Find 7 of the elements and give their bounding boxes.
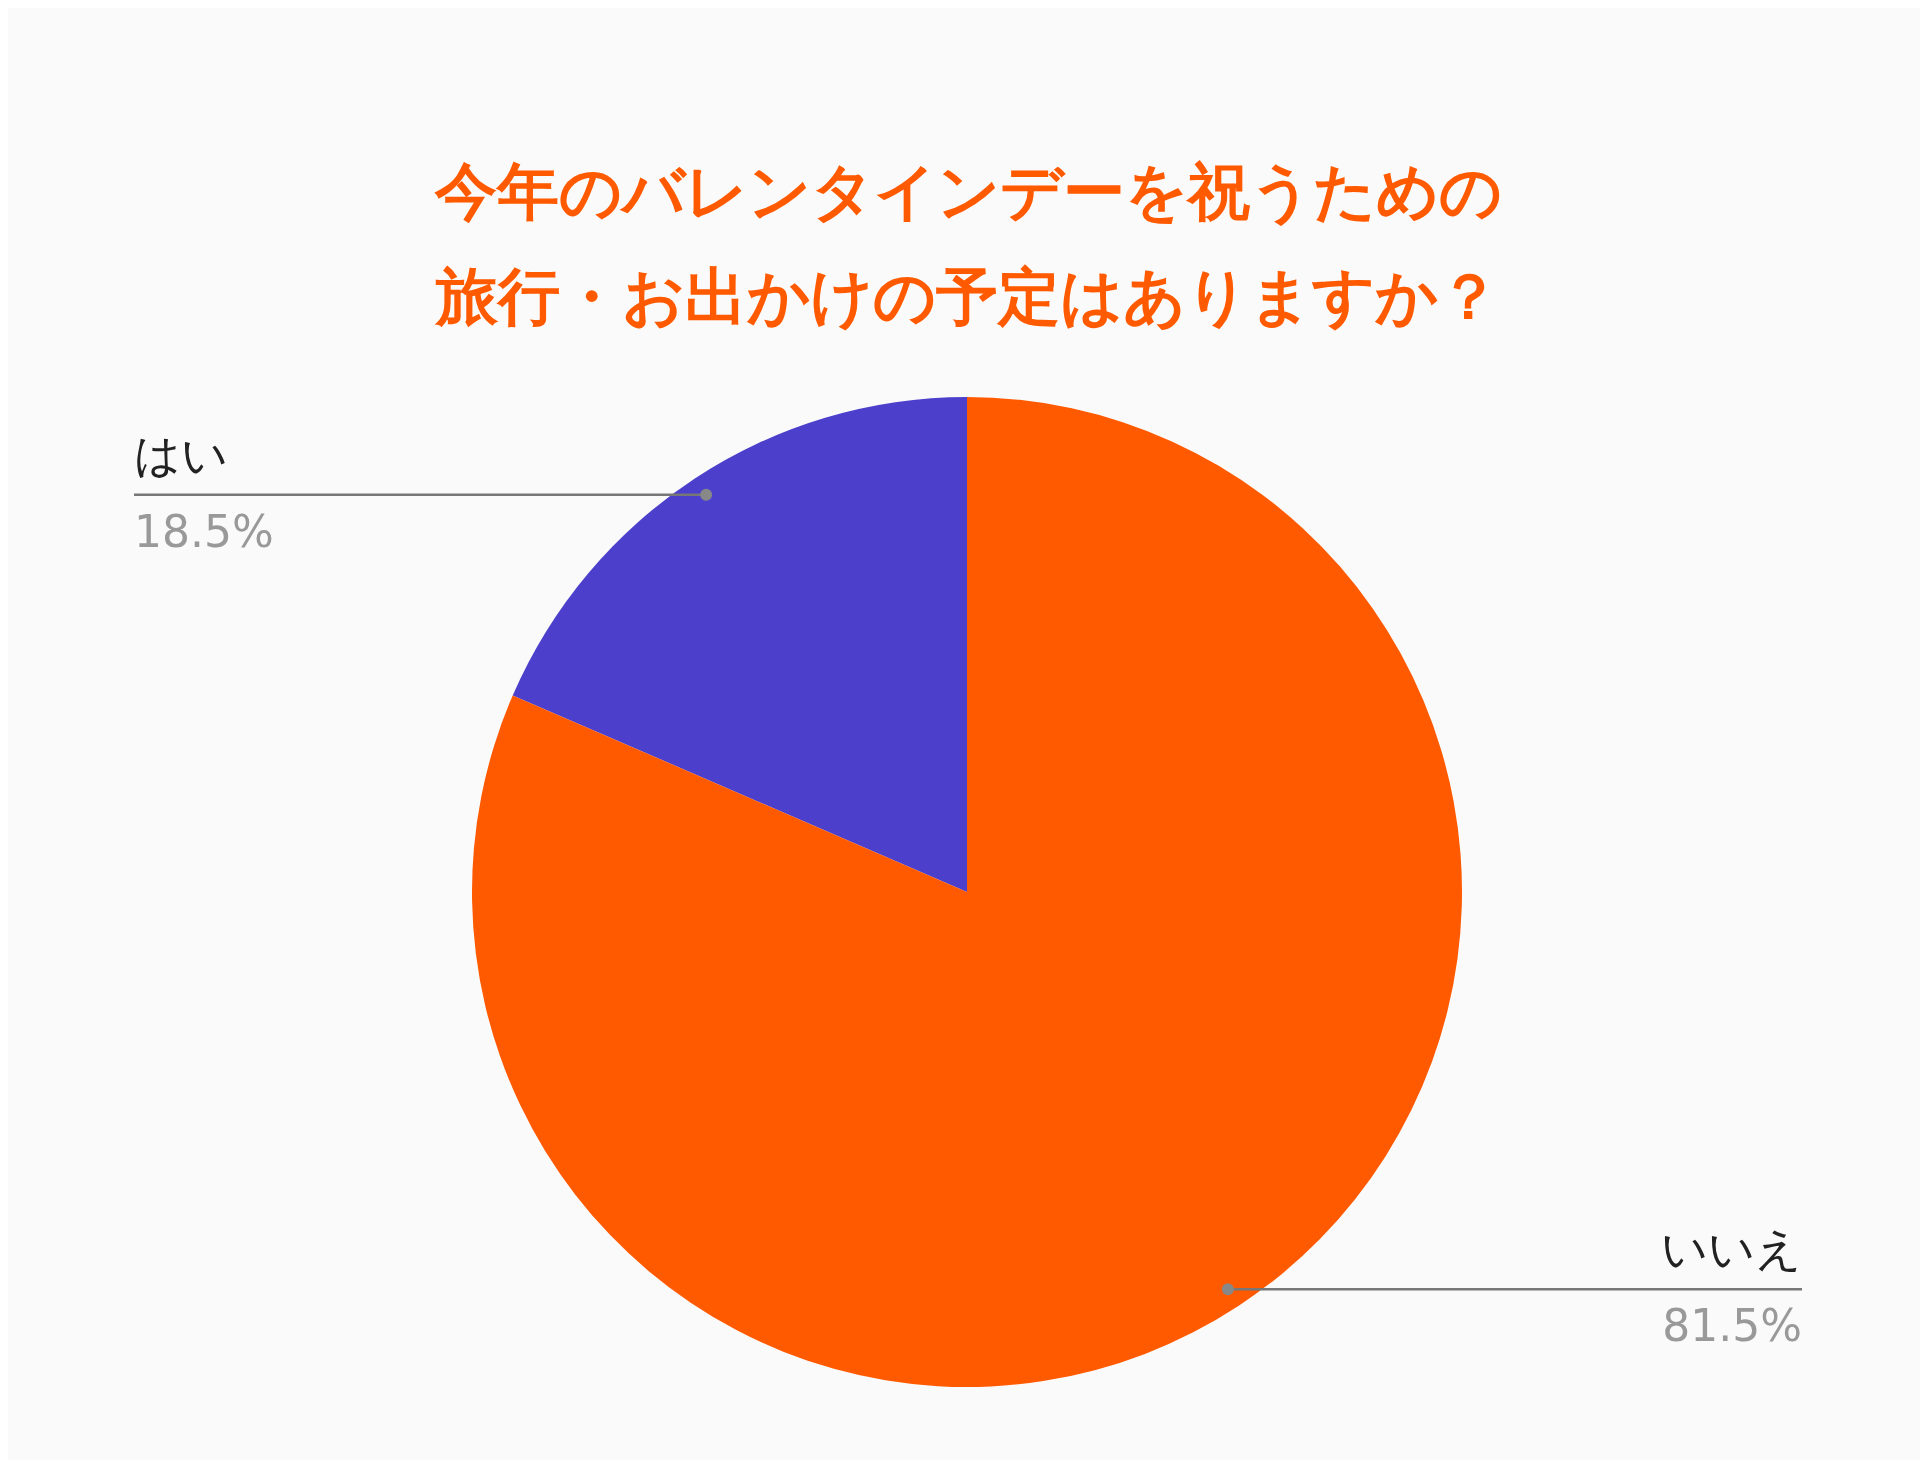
pie-slice [472,397,1462,1387]
data-label: 18.5% [134,505,274,557]
pie-slice [512,397,967,892]
data-label: 81.5% [1662,1300,1802,1352]
chart-title: 今年のバレンタインデーを祝うための旅行・お出かけの予定はありますか？ [433,155,1502,333]
slice-label: はい [134,427,228,482]
slice-label: いいえ [1661,1222,1802,1277]
